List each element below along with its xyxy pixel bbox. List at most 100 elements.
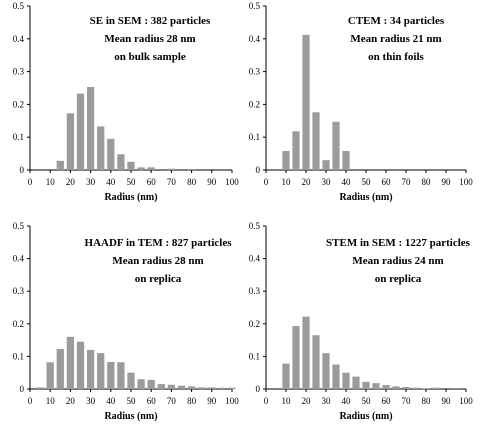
histogram-bar bbox=[322, 160, 330, 170]
histogram-bar bbox=[36, 387, 44, 389]
histogram-bar bbox=[157, 384, 165, 389]
y-tick-label: 0.2 bbox=[249, 319, 260, 329]
histogram-bar bbox=[97, 353, 105, 389]
histogram-bar bbox=[312, 112, 320, 170]
x-tick-label: 70 bbox=[167, 177, 177, 187]
annotation-line-3: on thin foils bbox=[368, 51, 424, 63]
histogram-bar bbox=[452, 388, 460, 389]
y-tick-label: 0.2 bbox=[13, 319, 24, 329]
y-tick-label: 0.1 bbox=[13, 351, 24, 361]
histogram-bar bbox=[422, 388, 430, 389]
x-axis-label: Radius (nm) bbox=[104, 192, 157, 203]
x-tick-label: 90 bbox=[442, 177, 452, 187]
y-tick-label: 0 bbox=[20, 384, 25, 394]
histogram-bar bbox=[147, 379, 155, 389]
histogram-bar bbox=[177, 385, 186, 389]
x-tick-label: 0 bbox=[264, 177, 269, 187]
annotation-line-2: Mean radius 21 nm bbox=[350, 33, 441, 45]
histogram-bar bbox=[127, 161, 135, 170]
y-tick-label: 0.4 bbox=[13, 254, 25, 264]
histogram-bar bbox=[187, 386, 196, 389]
annotation-line-3: on bulk sample bbox=[114, 51, 186, 63]
y-tick-label: 0.1 bbox=[249, 351, 260, 361]
x-axis-label: Radius (nm) bbox=[104, 411, 157, 422]
histogram-bar bbox=[187, 169, 196, 170]
histogram-bar bbox=[282, 150, 290, 170]
histogram-bar bbox=[382, 385, 390, 389]
x-axis-label: Radius (nm) bbox=[339, 192, 392, 203]
histogram-bar bbox=[292, 131, 300, 170]
histogram-panel-1: 0 0.1 0.2 0.3 0.4 0.5 0 10 20 30 40 50 60 70 80 90 100 Ra… bbox=[13, 1, 240, 203]
x-tick-label: 0 bbox=[264, 396, 269, 406]
y-tick-label: 0.5 bbox=[13, 1, 25, 11]
histogram-bar bbox=[167, 168, 176, 170]
y-tick-label: 0.5 bbox=[13, 221, 25, 231]
histogram-bar bbox=[228, 387, 236, 389]
x-tick-label: 10 bbox=[46, 177, 56, 187]
annotation-line-2: Mean radius 28 nm bbox=[104, 33, 195, 45]
y-tick-label: 0.4 bbox=[249, 254, 261, 264]
x-tick-label: 100 bbox=[459, 396, 473, 406]
y-tick-label: 0.3 bbox=[249, 286, 261, 296]
histogram-bar bbox=[332, 364, 340, 389]
annotation-line-3: on replica bbox=[375, 273, 422, 285]
x-tick-label: 60 bbox=[147, 396, 157, 406]
histogram-bar bbox=[127, 372, 135, 389]
x-tick-label: 60 bbox=[147, 177, 157, 187]
y-tick-label: 0.1 bbox=[249, 132, 260, 142]
histogram-bar bbox=[218, 387, 226, 389]
y-tick-label: 0.2 bbox=[13, 99, 24, 109]
x-tick-label: 20 bbox=[302, 177, 312, 187]
x-tick-label: 30 bbox=[86, 177, 96, 187]
x-tick-label: 90 bbox=[442, 396, 452, 406]
x-tick-label: 50 bbox=[127, 177, 137, 187]
histogram-panel-3: 0 0.1 0.2 0.3 0.4 0.5 0 10 20 30 40 50 60 70 80 90 100 Ra… bbox=[13, 221, 240, 422]
annotation-line-1: STEM in SEM : 1227 particles bbox=[326, 237, 471, 249]
x-tick-label: 50 bbox=[362, 396, 372, 406]
y-tick-label: 0.4 bbox=[249, 34, 261, 44]
histogram-bar bbox=[97, 126, 105, 170]
histogram-bar bbox=[86, 349, 95, 389]
x-tick-label: 70 bbox=[402, 396, 412, 406]
histogram-bar bbox=[432, 387, 440, 389]
histogram-bar bbox=[86, 87, 95, 170]
histogram-bar bbox=[147, 167, 155, 170]
x-tick-label: 80 bbox=[422, 177, 432, 187]
x-tick-label: 80 bbox=[187, 177, 197, 187]
x-tick-label: 20 bbox=[302, 396, 312, 406]
histogram-bar bbox=[412, 387, 420, 389]
histogram-bar bbox=[117, 154, 125, 170]
histogram-bar bbox=[137, 167, 145, 170]
x-tick-label: 20 bbox=[66, 396, 76, 406]
x-tick-label: 50 bbox=[127, 396, 137, 406]
histogram-bar bbox=[392, 386, 400, 389]
y-tick-label: 0.3 bbox=[249, 67, 261, 77]
histogram-bar bbox=[107, 138, 115, 170]
x-tick-label: 100 bbox=[225, 396, 239, 406]
x-tick-label: 40 bbox=[342, 396, 352, 406]
histogram-bar bbox=[282, 363, 290, 389]
y-tick-label: 0.4 bbox=[13, 34, 25, 44]
y-tick-label: 0.5 bbox=[249, 1, 261, 11]
annotation-line-1: CTEM : 34 particles bbox=[348, 15, 445, 27]
y-tick-label: 0.5 bbox=[249, 221, 261, 231]
y-tick-label: 0 bbox=[256, 384, 261, 394]
x-tick-label: 100 bbox=[459, 177, 473, 187]
histogram-bar bbox=[56, 348, 64, 389]
histogram-bar bbox=[362, 381, 370, 389]
histogram-bar bbox=[66, 113, 75, 170]
y-tick-label: 0.1 bbox=[13, 132, 24, 142]
histogram-bar bbox=[56, 160, 64, 170]
x-axis-label: Radius (nm) bbox=[339, 411, 392, 422]
histogram-bar bbox=[46, 362, 54, 389]
x-tick-label: 60 bbox=[382, 177, 392, 187]
x-tick-label: 70 bbox=[167, 396, 177, 406]
x-tick-label: 20 bbox=[66, 177, 76, 187]
annotation-line-1: HAADF in TEM : 827 particles bbox=[85, 237, 233, 249]
x-tick-label: 30 bbox=[322, 396, 332, 406]
histogram-panel-2: 0 0.1 0.2 0.3 0.4 0.5 0 10 20 30 40 50 60 70 80 90 100 Ra… bbox=[249, 1, 474, 203]
histogram-bar bbox=[107, 361, 115, 389]
x-tick-label: 10 bbox=[46, 396, 56, 406]
x-tick-label: 90 bbox=[207, 396, 217, 406]
